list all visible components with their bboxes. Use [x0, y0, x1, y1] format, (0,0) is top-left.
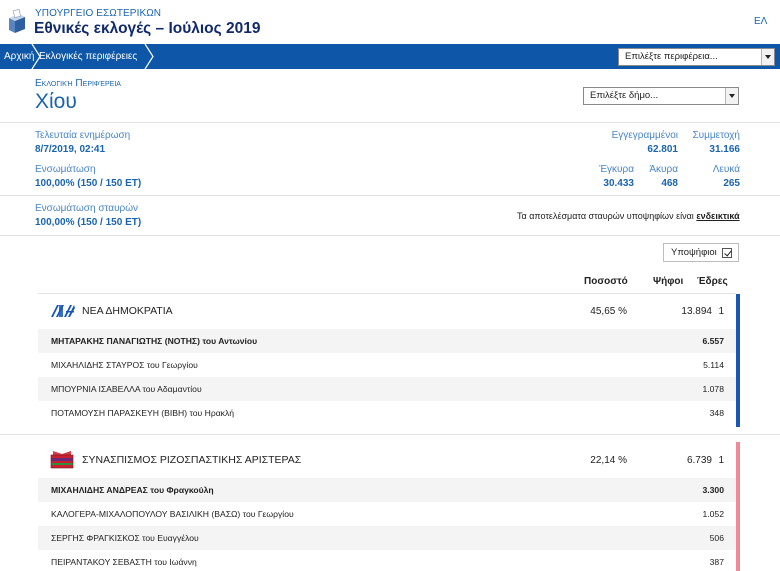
party-votes: 6.739	[686, 455, 712, 466]
candidate-votes: 1.052	[702, 509, 724, 519]
valid-label: Έγκυρα	[599, 164, 634, 175]
municipality-select-value: Επιλέξτε δήμο...	[590, 90, 659, 101]
party-row[interactable]: ΝΕΑ ΔΗΜΟΚΡΑΤΙΑ 45,65 % 13.894 1	[38, 294, 736, 328]
checkbox-checked-icon[interactable]	[722, 248, 732, 258]
candidate-votes: 1.078	[702, 384, 724, 394]
party-name: ΣΥΝΑΣΠΙΣΜΟΣ ΡΙΖΟΣΠΑΣΤΙΚΗΣ ΑΡΙΣΤΕΡΑΣ	[82, 454, 302, 466]
candidate-name: ΜΙΧΑΗΛΙΔΗΣ ΣΤΑΥΡΟΣ του Γεωργίου	[51, 360, 198, 370]
turnout-value: 31.166	[709, 144, 740, 155]
candidate-name: ΜΗΤΑΡΑΚΗΣ ΠΑΝΑΓΙΩΤΗΣ (ΝΟΤΗΣ) του Αντωνίο…	[51, 336, 258, 346]
blank-value: 265	[723, 178, 740, 189]
region-name: Χίου	[35, 90, 77, 113]
registered-value: 62.801	[647, 144, 678, 155]
candidate-row: ΜΗΤΑΡΑΚΗΣ ΠΑΝΑΓΙΩΤΗΣ (ΝΟΤΗΣ) του Αντωνίο…	[38, 329, 736, 353]
candidates-toggle[interactable]: Υποψήφιοι	[663, 243, 739, 262]
candidate-row: ΜΙΧΑΗΛΙΔΗΣ ΣΤΑΥΡΟΣ του Γεωργίου 5.114	[38, 353, 736, 377]
crosses-note-text: Τα αποτελέσματα σταυρών υποψηφίων είναι	[517, 211, 694, 221]
candidate-row: ΠΕΙΡΑΝΤΑΚΟΥ ΣΕΒΑΣΤΗ του Ιωάννη 387	[38, 550, 736, 571]
candidate-votes: 3.300	[702, 485, 724, 495]
candidate-votes: 5.114	[703, 360, 724, 370]
region-select[interactable]: Επιλέξτε περιφέρεια...	[618, 48, 775, 66]
chevron-down-icon[interactable]	[761, 49, 774, 65]
crosses-integration-label: Ενσωμάτωση σταυρών	[35, 203, 139, 214]
candidate-row: ΚΑΛΟΓΕΡΑ-ΜΙΧΑΛΟΠΟΥΛΟΥ ΒΑΣΙΛΙΚΗ (ΒΑΣΩ) το…	[38, 502, 736, 526]
candidate-votes: 348	[709, 408, 724, 418]
party-color-bar	[736, 294, 740, 427]
registered-label: Εγγεγραμμένοι	[611, 130, 678, 141]
party-row[interactable]: ΣΥΝΑΣΠΙΣΜΟΣ ΡΙΖΟΣΠΑΣΤΙΚΗΣ ΑΡΙΣΤΕΡΑΣ 22,1…	[38, 443, 736, 477]
page-title[interactable]: Εθνικές εκλογές – Ιούλιος 2019	[34, 20, 261, 37]
candidate-row: ΣΕΡΓΗΣ ΦΡΑΓΚΙΣΚΟΣ του Ευαγγέλου 506	[38, 526, 736, 550]
party-name: ΝΕΑ ΔΗΜΟΚΡΑΤΙΑ	[82, 305, 173, 317]
candidate-row: ΠΟΤΑΜΟΥΣΗ ΠΑΡΑΣΚΕΥΗ (ΒΙΒΗ) του Ηρακλή 34…	[38, 401, 736, 425]
col-header-votes: Ψήφοι	[653, 276, 684, 287]
candidate-votes: 506	[709, 533, 724, 543]
chevron-down-icon[interactable]	[725, 88, 738, 104]
candidate-name: ΜΙΧΑΗΛΙΔΗΣ ΑΝΔΡΕΑΣ του Φραγκούλη	[51, 485, 214, 495]
candidate-name: ΠΕΙΡΑΝΤΑΚΟΥ ΣΕΒΑΣΤΗ του Ιωάννη	[51, 557, 197, 567]
candidate-name: ΠΟΤΑΜΟΥΣΗ ΠΑΡΑΣΚΕΥΗ (ΒΙΒΗ) του Ηρακλή	[51, 408, 235, 418]
party-seats: 1	[718, 455, 724, 466]
syriza-party-logo-icon	[50, 451, 74, 469]
region-label: Εκλογική Περιφέρεια	[35, 78, 121, 89]
last-update-value: 8/7/2019, 02:41	[35, 144, 106, 155]
candidate-name: ΣΕΡΓΗΣ ΦΡΑΓΚΙΣΚΟΣ του Ευαγγέλου	[51, 533, 199, 543]
party-votes: 13.894	[681, 306, 712, 317]
integration-value: 100,00% (150 / 150 ΕΤ)	[35, 178, 142, 189]
candidate-name: ΚΑΛΟΓΕΡΑ-ΜΙΧΑΛΟΠΟΥΛΟΥ ΒΑΣΙΛΙΚΗ (ΒΑΣΩ) το…	[51, 509, 294, 519]
crosses-note-link[interactable]: ενδεικτικά	[696, 211, 740, 221]
party-percent: 45,65 %	[590, 306, 627, 317]
col-header-seats: Έδρες	[697, 276, 728, 287]
col-header-percent: Ποσοστό	[584, 276, 628, 287]
invalid-label: Άκυρα	[649, 164, 678, 175]
party-seats: 1	[718, 306, 724, 317]
crosses-note: Τα αποτελέσματα σταυρών υποψηφίων είναι …	[517, 211, 740, 221]
invalid-value: 468	[661, 178, 678, 189]
chevron-right-icon	[144, 44, 154, 69]
candidate-votes: 387	[709, 557, 724, 567]
party-percent: 22,14 %	[590, 455, 627, 466]
region-select-value: Επιλέξτε περιφέρεια...	[625, 51, 718, 62]
ministry-name: ΥΠΟΥΡΓΕΙΟ ΕΣΩΤΕΡΙΚΩΝ	[35, 8, 162, 19]
blank-label: Λευκά	[712, 164, 740, 175]
breadcrumb-home[interactable]: Αρχική	[4, 51, 35, 62]
crosses-integration-value: 100,00% (150 / 150 ΕΤ)	[35, 217, 142, 228]
language-switch[interactable]: ΕΛ	[754, 16, 768, 27]
site-header: ΥΠΟΥΡΓΕΙΟ ΕΣΩΤΕΡΙΚΩΝ Εθνικές εκλογές – Ι…	[0, 0, 780, 44]
divider	[38, 293, 736, 294]
candidate-votes: 6.557	[702, 336, 724, 346]
divider	[0, 122, 780, 123]
candidate-row: ΜΙΧΑΗΛΙΔΗΣ ΑΝΔΡΕΑΣ του Φραγκούλη 3.300	[38, 478, 736, 502]
candidates-toggle-label: Υποψήφιοι	[671, 247, 717, 258]
integration-label: Ενσωμάτωση	[35, 164, 96, 175]
last-update-label: Τελευταία ενημέρωση	[35, 130, 131, 141]
breadcrumb-regions[interactable]: Εκλογικές περιφέρειες	[39, 51, 138, 62]
candidate-row: ΜΠΟΥΡΝΙΑ ΙΣΑΒΕΛΛΑ του Αδαμαντίου 1.078	[38, 377, 736, 401]
valid-value: 30.433	[603, 178, 634, 189]
nd-party-logo-icon	[51, 305, 75, 317]
party-color-bar	[736, 442, 740, 571]
divider	[0, 195, 780, 196]
municipality-select[interactable]: Επιλέξτε δήμο...	[583, 87, 739, 105]
divider	[0, 434, 780, 435]
candidate-name: ΜΠΟΥΡΝΙΑ ΙΣΑΒΕΛΛΑ του Αδαμαντίου	[51, 384, 202, 394]
ballot-box-logo-icon	[9, 9, 25, 33]
chevron-right-icon	[31, 44, 41, 69]
turnout-label: Συμμετοχή	[692, 130, 740, 141]
divider	[0, 235, 780, 236]
